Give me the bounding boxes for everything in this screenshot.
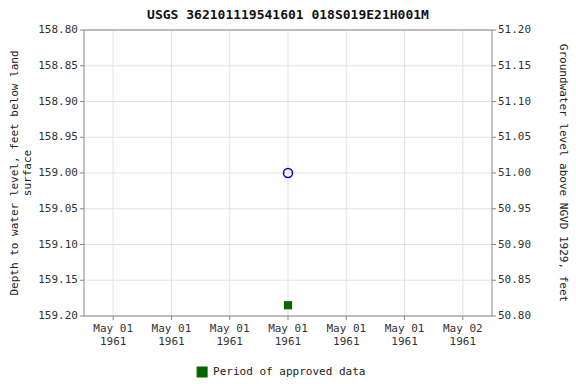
marks: [284, 169, 293, 309]
grid: [84, 30, 492, 316]
text-line: 1961: [275, 335, 302, 348]
text-line: May 01: [326, 322, 366, 335]
tick-mark: [404, 316, 405, 320]
tick-label: 159.20: [38, 309, 78, 322]
tick-mark: [80, 173, 84, 174]
tick-mark: [288, 316, 289, 320]
tick-mark: [113, 316, 114, 320]
text-line: May 01: [93, 322, 133, 335]
tick-mark: [492, 137, 496, 138]
tick-mark: [80, 30, 84, 31]
legend: Period of approved data: [197, 365, 365, 378]
tick-mark: [229, 316, 230, 320]
tick-mark: [80, 244, 84, 245]
tick-mark: [80, 137, 84, 138]
tick-label: 50.95: [498, 202, 531, 215]
tick-label: May 011961: [93, 322, 133, 348]
tick-label: 51.05: [498, 130, 531, 143]
axes: 158.80 158.85 158.90 158.95 159.00 159.05 159.…: [38, 23, 531, 348]
legend-label: Period of approved data: [213, 365, 365, 378]
tick-label: 158.95: [38, 130, 78, 143]
tick-mark: [492, 65, 496, 66]
tick-mark: [80, 65, 84, 66]
tick-label: 51.10: [498, 95, 531, 108]
tick-mark: [346, 316, 347, 320]
grid-line: [346, 30, 347, 316]
tick-mark: [492, 101, 496, 102]
tick-label: May 011961: [326, 322, 366, 348]
tick-mark: [492, 173, 496, 174]
grid-line: [113, 30, 114, 316]
text-line: May 02: [443, 322, 483, 335]
tick-label: 159.15: [38, 273, 78, 286]
plot-frame: [84, 30, 492, 316]
background: [0, 0, 576, 384]
tick-label: 51.20: [498, 23, 531, 36]
text-line: 1961: [216, 335, 243, 348]
text-line: May 01: [152, 322, 192, 335]
text-line: May 01: [210, 322, 250, 335]
tick-mark: [492, 30, 496, 31]
tick-label: May 011961: [268, 322, 308, 348]
axis-label: Depth to water level, feet below landsur…: [8, 50, 34, 295]
tick-mark: [171, 316, 172, 320]
text-line: Depth to water level, feet below land: [8, 50, 21, 295]
tick-label: 50.85: [498, 273, 531, 286]
text-line: Groundwater level above NGVD 1929, feet: [557, 44, 570, 302]
tick-label: 158.80: [38, 23, 78, 36]
tick-mark: [80, 316, 84, 317]
legend-swatch: [197, 367, 207, 377]
tick-label: 50.80: [498, 309, 531, 322]
tick-mark: [492, 280, 496, 281]
tick-label: 50.90: [498, 238, 531, 251]
text-line: 1961: [450, 335, 477, 348]
tick-mark: [80, 280, 84, 281]
tick-label: 159.00: [38, 166, 78, 179]
grid-line: [288, 30, 289, 316]
point: [285, 302, 292, 309]
tick-mark: [492, 244, 496, 245]
text-line: 1961: [158, 335, 185, 348]
text-line: May 01: [268, 322, 308, 335]
point: [284, 169, 293, 178]
tick-label: 158.90: [38, 95, 78, 108]
grid-line: [171, 30, 172, 316]
text-line: 1961: [333, 335, 360, 348]
text-line: May 01: [385, 322, 425, 335]
grid-line: [462, 30, 463, 316]
grid-line: [404, 30, 405, 316]
chart: 158.80 158.85 158.90 158.95 159.00 159.05 159.…: [0, 0, 576, 384]
axis-label: Groundwater level above NGVD 1929, feet: [557, 44, 570, 302]
grid-line: [229, 30, 230, 316]
tick-mark: [80, 208, 84, 209]
tick-label: May 011961: [385, 322, 425, 348]
tick-label: 159.10: [38, 238, 78, 251]
text-line: surface: [21, 150, 34, 196]
tick-label: May 021961: [443, 322, 483, 348]
tick-mark: [492, 208, 496, 209]
tick-label: 159.05: [38, 202, 78, 215]
tick-mark: [80, 101, 84, 102]
tick-label: May 011961: [210, 322, 250, 348]
tick-label: 158.85: [38, 59, 78, 72]
text-line: 1961: [391, 335, 418, 348]
tick-label: 51.15: [498, 59, 531, 72]
tick-label: 51.00: [498, 166, 531, 179]
tick-label: May 011961: [152, 322, 192, 348]
tick-mark: [462, 316, 463, 320]
text-line: 1961: [100, 335, 127, 348]
title: USGS 362101119541601 018S019E21H001M: [147, 7, 429, 22]
tick-mark: [492, 316, 496, 317]
